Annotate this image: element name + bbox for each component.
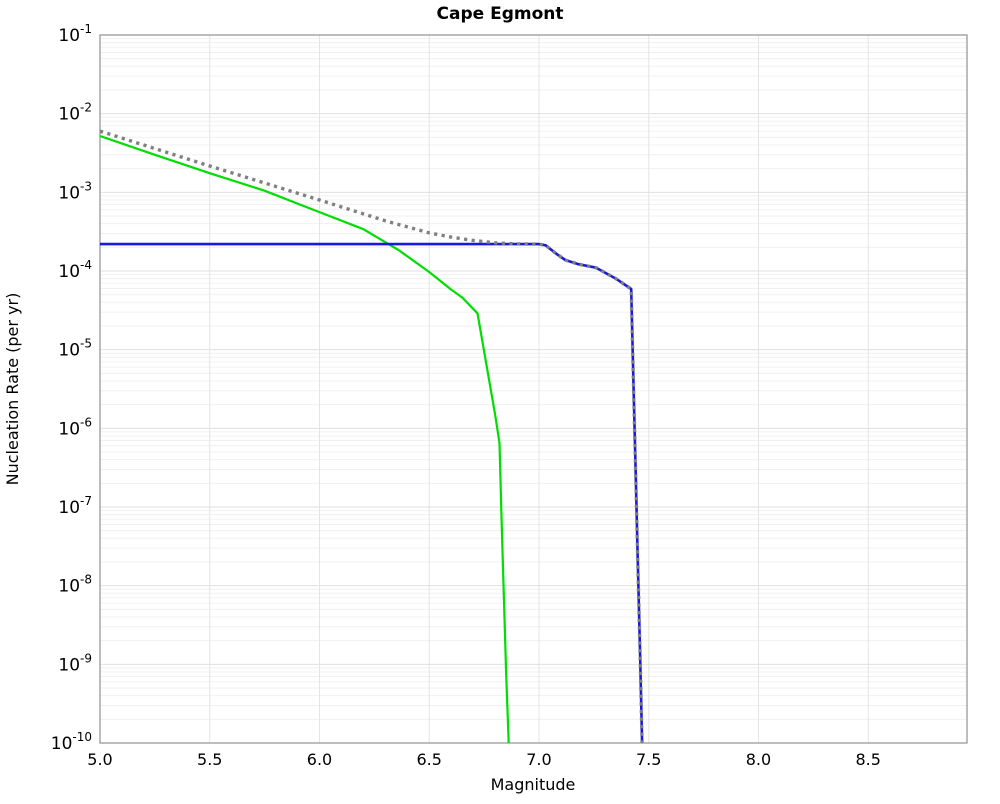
x-tick-label: 8.5 — [856, 750, 881, 769]
y-tick-label: 10-10 — [51, 730, 92, 754]
y-tick-label: 10-2 — [58, 101, 92, 125]
gray-dotted-curve — [99, 129, 644, 744]
y-tick-label: 10-8 — [58, 573, 92, 597]
x-tick-label: 5.5 — [197, 750, 222, 769]
chart-title: Cape Egmont — [437, 4, 564, 24]
x-tick-label: 6.5 — [417, 750, 442, 769]
x-axis-label: Magnitude — [491, 775, 576, 794]
y-tick-label: 10-1 — [58, 22, 92, 46]
gridlines-layer — [100, 34, 967, 744]
y-tick-label: 10-9 — [58, 651, 92, 675]
y-tick-label: 10-3 — [58, 179, 92, 203]
x-tick-label: 5.0 — [87, 750, 112, 769]
x-tick-label: 7.5 — [636, 750, 661, 769]
y-tick-label: 10-5 — [58, 337, 92, 361]
x-tick-label: 8.0 — [746, 750, 771, 769]
x-tick-label: 6.0 — [307, 750, 332, 769]
plot-border — [99, 34, 968, 744]
tick-labels-layer: 5.0 5.5 6.0 6.5 7.0 7.5 8.0 8.5 10-1 10-2 10-3 10-4… — [51, 22, 881, 769]
green-solid-curve — [99, 134, 510, 744]
y-axis-label: Nucleation Rate (per yr) — [3, 293, 22, 486]
y-tick-label: 10-7 — [58, 494, 92, 518]
y-tick-label: 10-4 — [58, 258, 92, 282]
x-tick-label: 7.0 — [526, 750, 551, 769]
series-layer — [99, 129, 644, 744]
y-tick-label: 10-6 — [58, 415, 92, 439]
